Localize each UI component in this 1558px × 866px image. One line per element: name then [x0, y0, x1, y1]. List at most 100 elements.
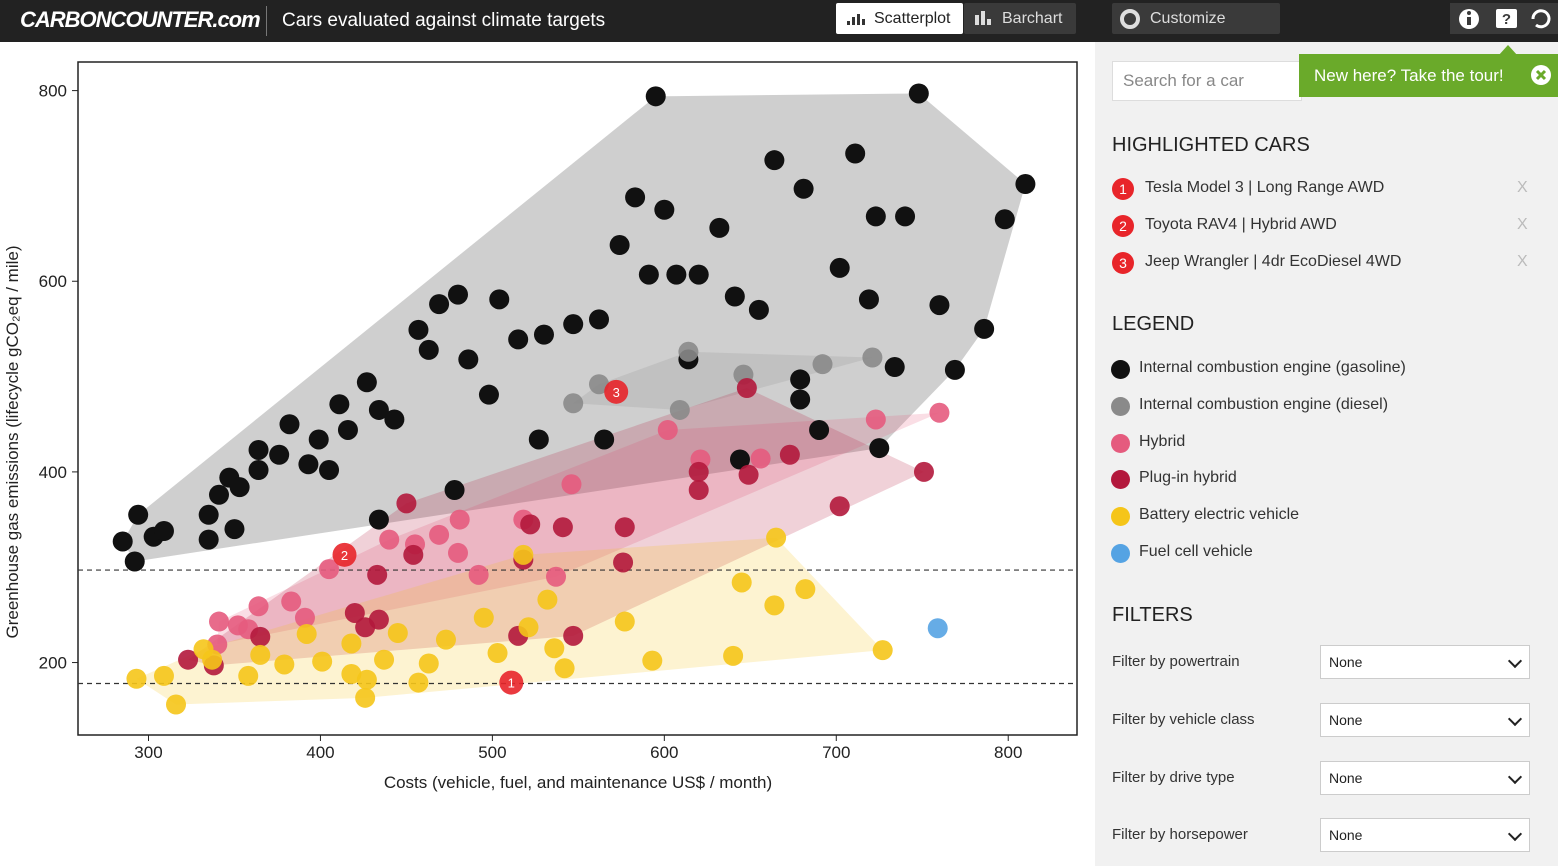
info-icons: ? [1459, 9, 1551, 29]
filter-select[interactable]: None [1320, 818, 1530, 852]
data-point [563, 393, 584, 414]
data-point [489, 289, 510, 310]
data-point [518, 617, 539, 638]
data-point [908, 83, 929, 104]
data-point [736, 378, 757, 399]
highlight-name[interactable]: Tesla Model 3 | Long Range AWD [1145, 179, 1385, 196]
data-point [709, 217, 730, 238]
highlight-badge: 3 [1112, 252, 1134, 274]
data-point [750, 448, 771, 469]
y-axis-title: Greenhouse gas emissions (lifecycle gCO₂… [3, 245, 22, 638]
data-point [738, 464, 759, 485]
svg-text:?: ? [1502, 11, 1511, 28]
highlight-badge: 1 [1112, 178, 1134, 200]
data-point [294, 607, 315, 628]
filter-label: Filter by drive type [1112, 769, 1235, 786]
data-point [444, 480, 465, 501]
data-point [487, 643, 508, 664]
data-point [368, 509, 389, 530]
data-point [128, 504, 149, 525]
filter-select[interactable]: None [1320, 703, 1530, 737]
search-input[interactable]: Search for a car [1112, 61, 1302, 101]
data-point [403, 544, 424, 565]
data-point [418, 339, 439, 360]
remove-button[interactable]: X [1517, 253, 1528, 270]
sidebar [1095, 42, 1558, 866]
data-point [178, 649, 199, 670]
data-point [666, 264, 687, 285]
data-point [447, 542, 468, 563]
highlight-name[interactable]: Toyota RAV4 | Hybrid AWD [1145, 216, 1337, 233]
data-point [208, 611, 229, 632]
highlight-name[interactable]: Jeep Wrangler | 4dr EcoDiesel 4WD [1145, 253, 1402, 270]
data-point [563, 625, 584, 646]
data-point [356, 372, 377, 393]
data-point [478, 384, 499, 405]
data-point [274, 654, 295, 675]
x-tick-label: 800 [994, 743, 1022, 762]
data-point [865, 206, 886, 227]
data-point [435, 629, 456, 650]
legend-dot [1111, 433, 1130, 453]
filter-select[interactable]: None [1320, 761, 1530, 795]
data-point [374, 649, 395, 670]
top-bar: CARBONCOUNTER.com Cars evaluated against… [0, 0, 1558, 42]
tour-close[interactable] [1528, 62, 1554, 88]
data-point [563, 314, 584, 335]
data-point [429, 294, 450, 315]
data-point [724, 286, 745, 307]
legend-dot [1111, 544, 1130, 563]
data-point [845, 143, 866, 164]
data-point [638, 264, 659, 285]
highlight-badge: 2 [1112, 215, 1134, 237]
data-point [153, 521, 174, 542]
legend-dot [1111, 507, 1130, 527]
legend-heading: LEGEND [1112, 313, 1195, 335]
legend-label: Battery electric vehicle [1139, 506, 1300, 524]
data-point [312, 651, 333, 672]
data-point [513, 544, 534, 565]
data-point [895, 206, 916, 227]
data-point [642, 650, 663, 671]
data-point [766, 527, 787, 548]
data-point [341, 663, 362, 684]
data-point [279, 414, 300, 435]
data-point [829, 496, 850, 517]
filter-label: Filter by horsepower [1112, 826, 1248, 843]
data-point [384, 409, 405, 430]
x-tick-label: 500 [478, 743, 506, 762]
data-point [748, 299, 769, 320]
divider [266, 6, 267, 36]
y-tick-label: 600 [39, 272, 67, 291]
data-point [812, 354, 833, 375]
data-point [688, 480, 709, 501]
data-point [790, 369, 811, 390]
data-point [872, 640, 893, 661]
remove-button[interactable]: X [1517, 179, 1528, 196]
customize-button[interactable]: Customize [1112, 3, 1280, 34]
data-point [793, 178, 814, 199]
data-point [379, 529, 400, 550]
highlighted-heading: HIGHLIGHTED CARS [1112, 134, 1310, 156]
data-point [554, 658, 575, 679]
tour-tooltip[interactable]: New here? Take the tour! [1299, 54, 1558, 97]
remove-button[interactable]: X [1517, 216, 1528, 233]
data-point [533, 324, 554, 345]
data-point [198, 529, 219, 550]
data-point [429, 524, 450, 545]
data-point [396, 493, 417, 514]
filters-heading: FILTERS [1112, 604, 1193, 626]
logo[interactable]: CARBONCOUNTER.com [20, 7, 261, 32]
filter-select[interactable]: None [1320, 645, 1530, 679]
data-point [613, 552, 634, 573]
data-point [337, 419, 358, 440]
highlight-number: 1 [508, 676, 515, 691]
data-point [308, 429, 329, 450]
data-point [862, 347, 883, 368]
series-hull [217, 412, 940, 645]
highlight-number: 3 [613, 385, 620, 400]
data-point [614, 611, 635, 632]
data-point [929, 402, 950, 423]
data-point [588, 309, 609, 330]
